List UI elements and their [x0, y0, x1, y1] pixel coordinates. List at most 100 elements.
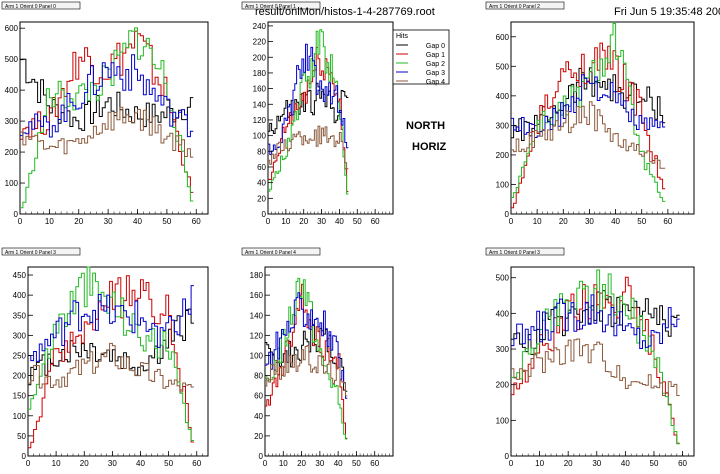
y-tick-label: 100: [5, 179, 19, 188]
y-tick-label: 450: [13, 271, 27, 280]
title-box-rect: [485, 247, 565, 256]
y-tick-label: 100: [253, 132, 267, 141]
y-tick-label: 0: [22, 452, 27, 461]
series-line-gap-3: [20, 54, 194, 138]
series-line-gap-2: [268, 29, 349, 195]
y-tick-label: 240: [253, 22, 267, 31]
title-box-rect: [241, 247, 321, 256]
y-tick-label: 140: [253, 100, 267, 109]
x-tick-label: 20: [559, 217, 568, 226]
y-tick-label: 300: [5, 117, 19, 126]
y-tick-label: 200: [496, 151, 510, 160]
y-tick-label: 0: [505, 210, 510, 219]
x-tick-label: 40: [335, 217, 344, 226]
series-line-gap-3: [268, 43, 349, 156]
y-tick-label: 20: [257, 194, 266, 203]
y-tick-label: 140: [250, 311, 264, 320]
panel-title: Arm 1 Orient 0 Panel 3: [5, 250, 56, 256]
y-tick-label: 180: [250, 271, 264, 280]
histogram-panel-1: Arm 1 Orient 0 Panel 00 10 20 30 40 50 6001002…: [0, 0, 237, 237]
panel-background: [0, 0, 237, 237]
y-tick-label: 40: [254, 412, 263, 421]
title-box-rect: [485, 1, 565, 10]
series-line-gap-4: [20, 106, 194, 158]
x-tick-label: 0: [263, 459, 268, 468]
panel-title: Arm 1 Orient 0 Panel 3: [489, 250, 540, 256]
y-tick-label: 100: [13, 412, 27, 421]
x-tick-label: 50: [164, 459, 173, 468]
y-tick-label: 120: [253, 116, 267, 125]
x-tick-label: 30: [585, 217, 594, 226]
plot-frame: [264, 266, 394, 457]
y-tick-label: 0: [505, 452, 510, 461]
panel-title: Arm 1 Orient 0 Panel 1: [245, 4, 296, 10]
series-line-gap-3: [28, 285, 194, 362]
panel-title: Arm 1 Orient 0 Panel 0: [5, 4, 56, 10]
x-tick-label: 0: [266, 217, 271, 226]
title-box-rect: [1, 247, 81, 256]
y-tick-label: 400: [13, 291, 27, 300]
y-tick-label: 100: [496, 180, 510, 189]
x-tick-label: 40: [611, 217, 620, 226]
panel-title-box: Arm 1 Orient 0 Panel 4: [241, 247, 321, 256]
x-tick-label: 40: [621, 459, 630, 468]
y-tick-label: 60: [257, 163, 266, 172]
y-tick-label: 300: [13, 331, 27, 340]
y-tick-label: 120: [250, 331, 264, 340]
y-tick-label: 220: [253, 38, 267, 47]
x-tick-label: 10: [533, 217, 542, 226]
histogram-panel-3: Arm 1 Orient 0 Panel 20 10 20 30 40 50 6001002…: [484, 0, 720, 237]
series-line-gap-1: [28, 275, 194, 449]
y-tick-label: 150: [13, 392, 27, 401]
file-label: result/onlMon/histos-1-4-287769.root: [255, 6, 435, 18]
y-tick-label: 350: [13, 311, 27, 320]
x-tick-label: 40: [334, 459, 343, 468]
x-tick-label: 20: [299, 217, 308, 226]
legend-layer: Hits Gap 0 Gap 1 Gap 2 Gap 3 Gap 4: [392, 29, 450, 86]
x-tick-label: 0: [18, 217, 23, 226]
x-tick-label: 30: [317, 217, 326, 226]
panel-title-box: Arm 1 Orient 0 Panel 2: [485, 1, 565, 10]
y-tick-label: 160: [253, 85, 267, 94]
y-tick-label: 80: [254, 372, 263, 381]
panel-title: Arm 1 Orient 0 Panel 2: [489, 4, 540, 10]
y-tick-label: 100: [250, 351, 264, 360]
y-tick-label: 600: [5, 24, 19, 33]
y-tick-label: 180: [253, 69, 267, 78]
x-tick-label: 60: [192, 459, 201, 468]
y-tick-label: 0: [14, 210, 19, 219]
plot-frame: [267, 21, 394, 215]
series-line-gap-1: [20, 30, 194, 193]
y-tick-label: 500: [496, 62, 510, 71]
x-tick-label: 20: [80, 459, 89, 468]
y-tick-label: 80: [257, 147, 266, 156]
x-tick-label: 50: [352, 459, 361, 468]
y-tick-label: 300: [496, 121, 510, 130]
histogram-panel-4: Arm 1 Orient 0 Panel 3 0 10 20 30 40 50 60 0 50 10…: [0, 246, 237, 474]
x-tick-label: 20: [297, 459, 306, 468]
legend-box: [392, 29, 450, 85]
y-tick-label: 60: [254, 392, 263, 401]
series-line-gap-3: [511, 294, 680, 349]
y-tick-label: 160: [250, 291, 264, 300]
y-tick-label: 500: [496, 274, 510, 283]
x-tick-label: 20: [74, 217, 83, 226]
legend-entry: Gap 1: [426, 52, 445, 59]
x-tick-label: 0: [509, 459, 514, 468]
x-tick-label: 60: [371, 217, 380, 226]
y-tick-label: 200: [5, 148, 19, 157]
series-line-gap-4: [265, 345, 348, 397]
series-line-gap-4: [511, 101, 666, 169]
panel-title-box: Arm 1 Orient 0 Panel 0: [1, 1, 81, 10]
y-tick-label: 500: [5, 55, 19, 64]
y-tick-label: 40: [257, 179, 266, 188]
y-tick-label: 0: [262, 210, 267, 219]
title-box-rect: [241, 1, 321, 10]
x-tick-label: 60: [192, 217, 201, 226]
series-line-gap-1: [265, 283, 348, 439]
panel-title: Arm 1 Orient 0 Panel 4: [245, 250, 296, 256]
y-tick-label: 0: [259, 452, 264, 461]
x-tick-label: 50: [353, 217, 362, 226]
